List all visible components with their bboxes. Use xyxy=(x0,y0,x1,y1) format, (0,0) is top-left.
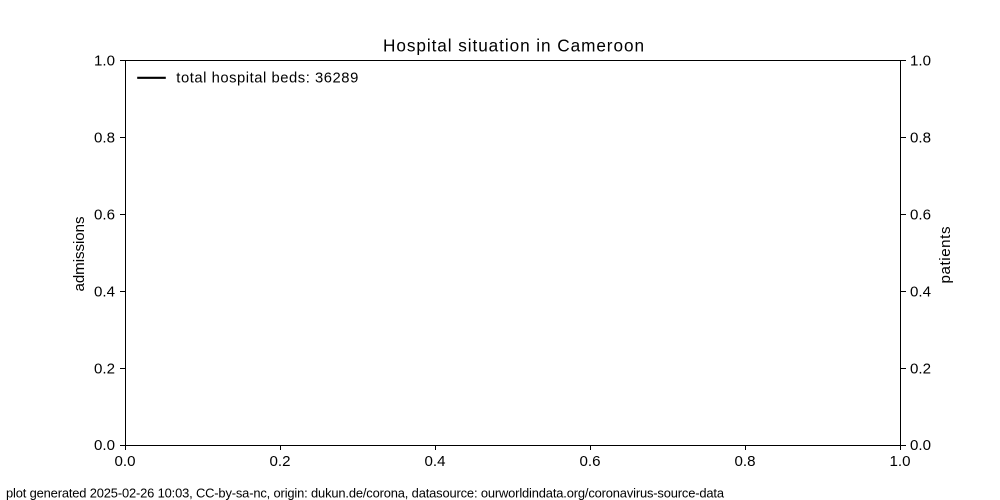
svg-text:0.0: 0.0 xyxy=(94,437,115,454)
svg-text:0.8: 0.8 xyxy=(735,453,756,470)
svg-text:0.0: 0.0 xyxy=(910,437,931,454)
svg-text:0.8: 0.8 xyxy=(94,130,115,147)
svg-text:0.2: 0.2 xyxy=(94,361,115,378)
svg-text:0.4: 0.4 xyxy=(425,453,446,470)
svg-text:0.4: 0.4 xyxy=(94,284,115,301)
svg-text:admissions: admissions xyxy=(71,217,88,292)
svg-text:Hospital situation in Cameroon: Hospital situation in Cameroon xyxy=(383,36,644,56)
svg-text:total hospital beds: 36289: total hospital beds: 36289 xyxy=(176,70,358,86)
svg-text:0.8: 0.8 xyxy=(910,130,931,147)
svg-text:patients: patients xyxy=(937,227,954,284)
svg-text:1.0: 1.0 xyxy=(910,53,931,70)
svg-text:0.2: 0.2 xyxy=(910,361,931,378)
svg-text:0.6: 0.6 xyxy=(94,207,115,224)
svg-text:0.4: 0.4 xyxy=(910,284,931,301)
svg-text:plot generated 2025-02-26 10:0: plot generated 2025-02-26 10:03, CC-by-s… xyxy=(6,486,725,500)
svg-text:0.6: 0.6 xyxy=(580,453,601,470)
svg-text:1.0: 1.0 xyxy=(94,53,115,70)
svg-text:0.0: 0.0 xyxy=(115,453,136,470)
svg-text:1.0: 1.0 xyxy=(890,453,911,470)
svg-text:0.2: 0.2 xyxy=(270,453,291,470)
svg-text:0.6: 0.6 xyxy=(910,207,931,224)
